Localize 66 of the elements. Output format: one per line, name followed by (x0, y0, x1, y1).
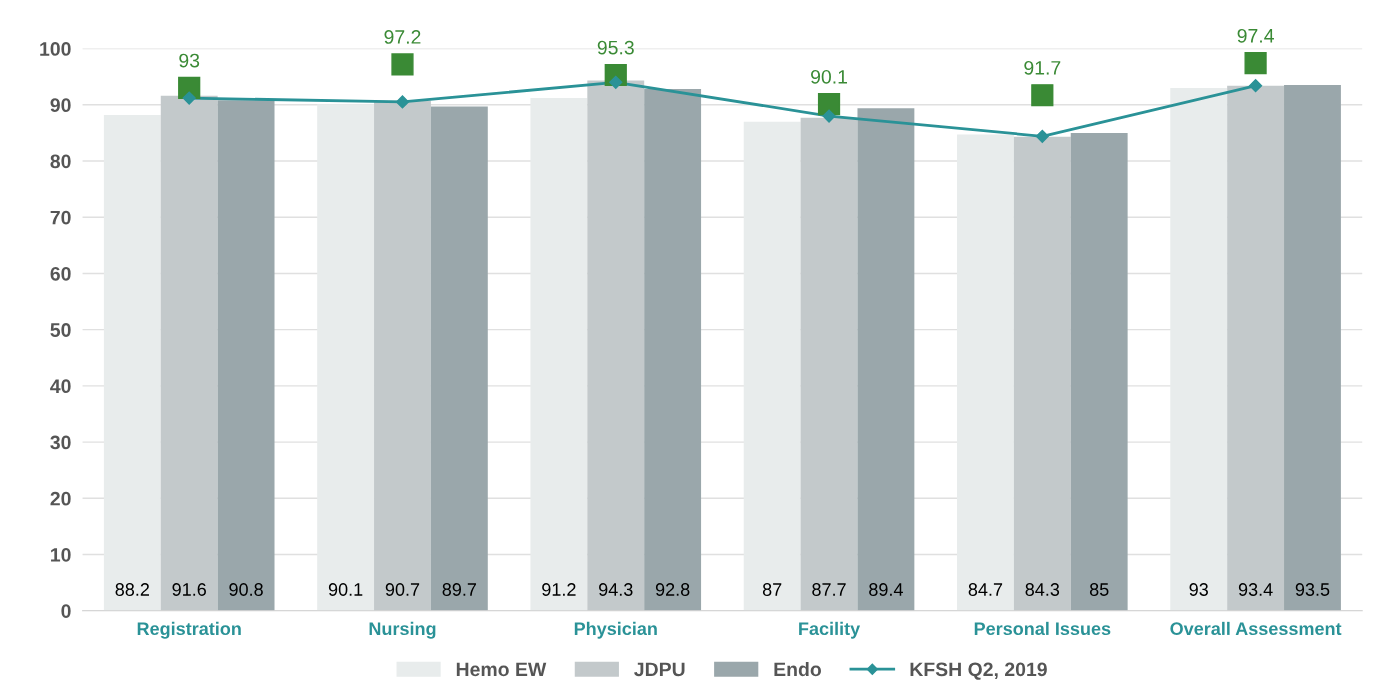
data-label: 84.3 (1025, 583, 1060, 596)
bar (1013, 136, 1071, 611)
x-tick-label: Nursing (369, 621, 436, 639)
data-label: 93 (179, 53, 200, 68)
bar (1284, 85, 1341, 611)
data-label: 90.8 (229, 583, 263, 596)
bar (430, 106, 488, 611)
data-label: 92.8 (655, 583, 690, 596)
point (182, 91, 196, 105)
data-label: 91.6 (172, 583, 206, 596)
x-tick-label: Facility (799, 621, 861, 639)
data-label: 97.4 (1237, 28, 1274, 43)
data-label: 90.1 (811, 69, 848, 84)
data-label: 85 (1089, 583, 1109, 596)
data-label: 87.7 (812, 583, 846, 596)
data-label: 91.2 (542, 583, 576, 596)
data-label: 94.3 (599, 583, 633, 596)
point (1031, 84, 1054, 107)
y-tick-label: 30 (50, 435, 71, 450)
legend-label: KFSH Q2, 2019 (910, 662, 1047, 680)
y-tick-label: 10 (51, 547, 71, 562)
bar (587, 80, 645, 611)
x-tick-label: Personal Issues (974, 621, 1111, 636)
point (391, 53, 414, 76)
data-label: 89.7 (442, 583, 477, 596)
point (395, 95, 410, 109)
bar (1070, 132, 1128, 611)
legend-label: Endo (774, 661, 821, 677)
bar (374, 100, 431, 611)
y-tick-label: 40 (50, 379, 71, 394)
point (1244, 52, 1267, 75)
data-label: 90.7 (385, 583, 420, 596)
data-label: 89.4 (869, 583, 903, 596)
legend-label: Hemo EW (456, 662, 547, 677)
legend-label: JDPU (634, 662, 685, 677)
data-label: 93 (1189, 583, 1208, 596)
bar (857, 108, 915, 611)
point (817, 93, 841, 116)
y-tick-label: 80 (50, 154, 71, 169)
point (1249, 79, 1263, 93)
point (822, 109, 836, 123)
y-tick-label: 50 (50, 323, 71, 337)
bar (217, 100, 275, 611)
y-tick-label: 90 (50, 98, 71, 113)
y-tick-label: 70 (50, 210, 71, 225)
data-label: 84.7 (968, 583, 1003, 596)
x-tick-label: Physician (574, 621, 657, 639)
data-label: 90.1 (328, 583, 363, 596)
y-tick-label: 20 (50, 491, 71, 506)
data-label: 88.2 (115, 583, 149, 596)
bar (160, 95, 218, 611)
y-tick-label: 60 (50, 266, 71, 281)
bar (644, 89, 702, 611)
y-tick-label: 100 (40, 42, 71, 56)
point (1035, 129, 1049, 143)
x-tick-label: Overall Assessment (1170, 621, 1342, 636)
data-label: 95.3 (597, 40, 634, 55)
data-label: 97.2 (384, 30, 421, 44)
bar (800, 117, 858, 611)
data-label: 87 (762, 583, 782, 596)
bar (1227, 85, 1285, 611)
data-label: 93.4 (1238, 583, 1273, 596)
y-tick-label: 0 (61, 604, 71, 618)
data-label: 91.7 (1024, 60, 1061, 75)
x-tick-label: Registration (137, 621, 241, 639)
data-label: 93.5 (1295, 583, 1330, 596)
